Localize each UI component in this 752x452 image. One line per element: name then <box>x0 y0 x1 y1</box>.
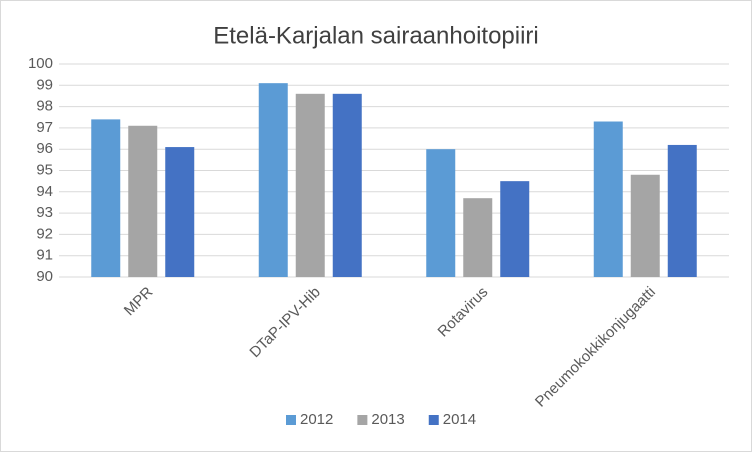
y-tick-label: 90 <box>36 268 53 285</box>
legend-label: 2014 <box>443 411 476 428</box>
bar <box>463 198 493 277</box>
bar <box>91 119 121 277</box>
y-tick-label: 100 <box>28 55 53 72</box>
bar <box>593 121 623 277</box>
y-tick-label: 93 <box>36 204 53 221</box>
legend-label: 2013 <box>371 411 404 428</box>
bar <box>630 174 660 277</box>
y-tick-label: 98 <box>36 98 53 115</box>
legend-label: 2012 <box>300 411 333 428</box>
bar <box>128 125 158 278</box>
y-tick-label: 97 <box>36 119 53 136</box>
y-tick-label: 92 <box>36 225 53 242</box>
y-tick-label: 96 <box>36 140 53 157</box>
legend-swatch <box>286 415 296 425</box>
chart-title: Etelä-Karjalan sairaanhoitopiiri <box>213 22 539 49</box>
y-tick-label: 95 <box>36 161 53 178</box>
bar <box>426 149 456 277</box>
bar <box>165 147 195 277</box>
y-tick-label: 91 <box>36 247 53 264</box>
bar <box>332 93 362 277</box>
y-tick-label: 99 <box>36 76 53 93</box>
bar <box>295 93 325 277</box>
legend-swatch <box>428 415 439 425</box>
bar <box>258 83 288 277</box>
bar <box>667 144 697 277</box>
legend-swatch <box>357 415 368 425</box>
y-tick-label: 94 <box>36 183 53 200</box>
bar <box>500 181 530 277</box>
